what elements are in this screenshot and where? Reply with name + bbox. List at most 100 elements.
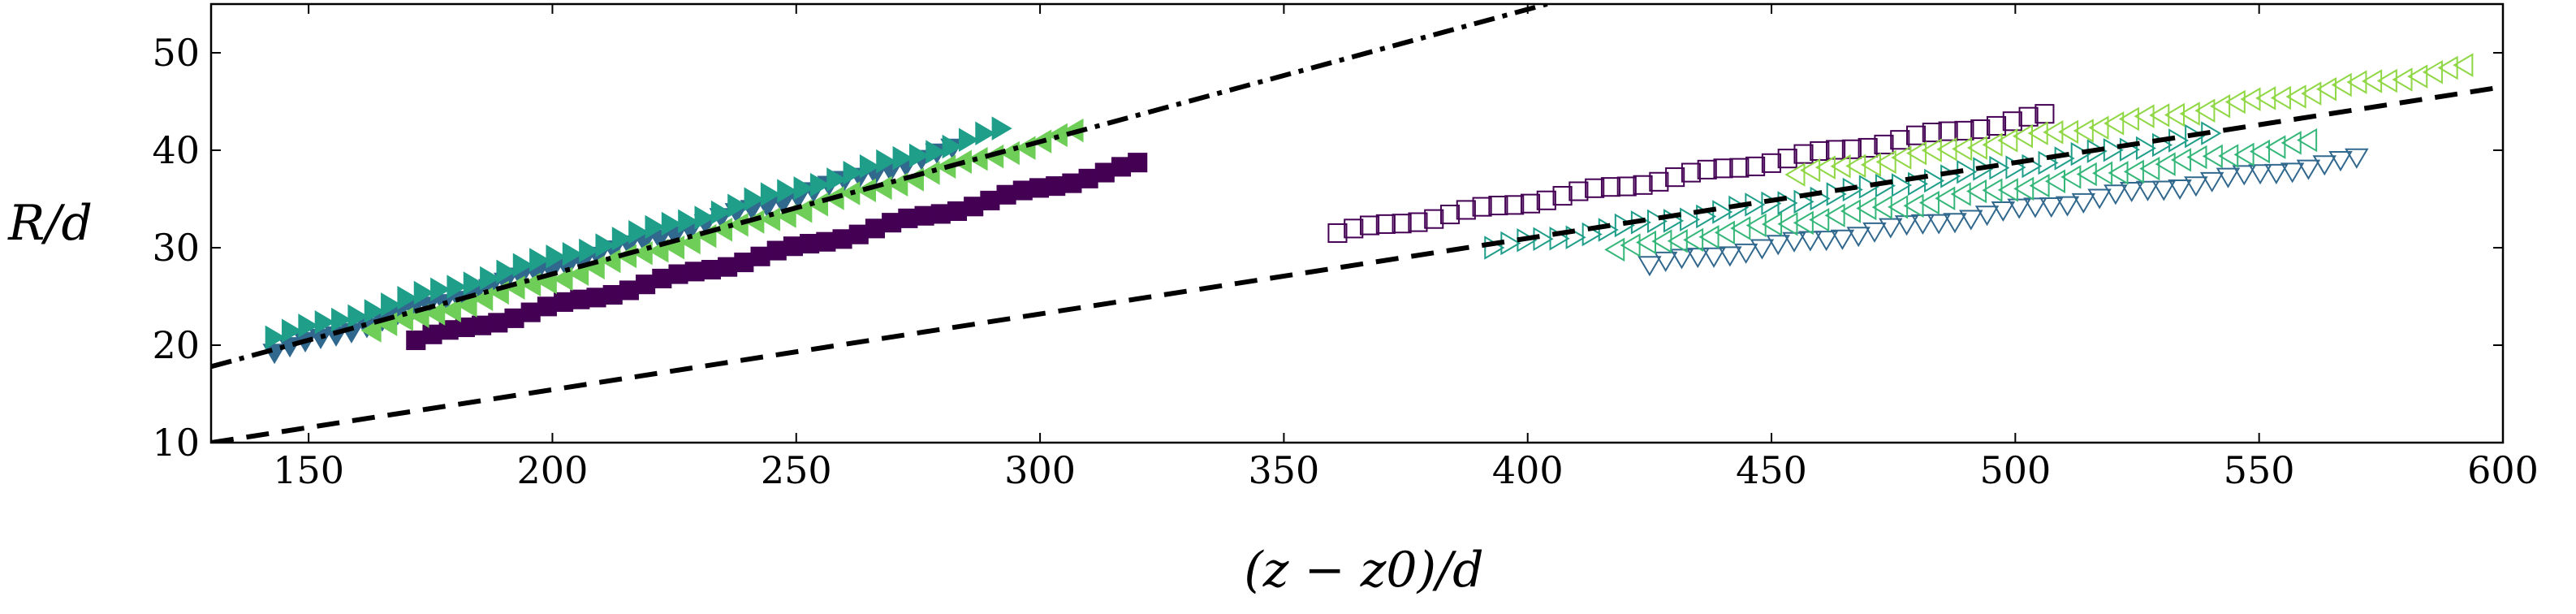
marker-filled-triangle-left-green-12 bbox=[552, 266, 573, 292]
marker-open-square-purple-7 bbox=[1439, 204, 1461, 225]
marker-open-triangle-left-green-20 bbox=[2088, 115, 2109, 141]
marker-open-square-purple-10 bbox=[1488, 195, 1508, 216]
marker-open-triangle-down-blue-15 bbox=[1879, 218, 1903, 239]
marker-open-square-purple-39 bbox=[1954, 120, 1974, 141]
marker-filled-triangle-left-green-10 bbox=[520, 272, 542, 297]
marker-open-triangle-left-green-43 bbox=[2437, 55, 2458, 80]
marker-open-square-purple-9 bbox=[1472, 197, 1492, 217]
marker-filled-square-purple-38 bbox=[1029, 178, 1050, 198]
marker-filled-square-purple-15 bbox=[652, 268, 672, 289]
marker-filled-triangle-right-teal-36 bbox=[859, 154, 880, 179]
marker-filled-triangle-right-teal-30 bbox=[760, 182, 781, 206]
marker-open-triangle-left-teal-17 bbox=[1871, 195, 1892, 219]
marker-filled-square-purple-22 bbox=[766, 240, 787, 261]
marker-filled-square-purple-36 bbox=[996, 184, 1016, 205]
marker-open-triangle-left-green-14 bbox=[1997, 128, 2018, 153]
marker-filled-triangle-right-teal-1 bbox=[282, 318, 303, 344]
marker-open-square-purple-11 bbox=[1504, 195, 1525, 215]
marker-open-triangle-down-blue-18 bbox=[1927, 214, 1951, 235]
marker-open-triangle-right-teal-27 bbox=[1924, 168, 1945, 193]
marker-filled-square-purple-23 bbox=[783, 236, 803, 257]
marker-open-triangle-right-teal-7 bbox=[1598, 218, 1619, 242]
marker-open-triangle-left-teal-1 bbox=[1620, 233, 1641, 257]
marker-filled-triangle-right-teal-2 bbox=[298, 313, 319, 338]
marker-open-triangle-right-teal-38 bbox=[2103, 138, 2124, 162]
marker-open-triangle-left-teal-36 bbox=[2170, 148, 2192, 172]
marker-open-triangle-down-blue-12 bbox=[1830, 229, 1855, 250]
marker-filled-square-purple-11 bbox=[586, 288, 606, 308]
marker-filled-triangle-right-teal-23 bbox=[645, 214, 666, 240]
marker-open-triangle-left-teal-5 bbox=[1683, 227, 1704, 253]
marker-filled-triangle-right-teal-35 bbox=[843, 161, 864, 185]
marker-open-triangle-left-green-31 bbox=[2255, 86, 2276, 110]
marker-open-square-purple-16 bbox=[1585, 178, 1605, 198]
marker-open-triangle-left-green-34 bbox=[2301, 81, 2322, 106]
marker-filled-triangle-right-teal-16 bbox=[529, 248, 550, 272]
y-tick-label-40: 40 bbox=[152, 128, 200, 172]
marker-open-triangle-left-teal-34 bbox=[2139, 156, 2160, 181]
marker-open-triangle-right-teal-12 bbox=[1680, 207, 1701, 232]
marker-filled-square-purple-0 bbox=[406, 330, 426, 351]
marker-filled-triangle-right-teal-24 bbox=[661, 211, 682, 236]
marker-filled-triangle-right-teal-8 bbox=[397, 286, 418, 310]
x-tick-label-150: 150 bbox=[273, 448, 344, 492]
marker-open-square-purple-42 bbox=[2002, 111, 2022, 132]
markers-layer bbox=[262, 53, 2474, 365]
marker-filled-triangle-right-teal-17 bbox=[546, 244, 567, 269]
marker-open-triangle-left-teal-28 bbox=[2044, 169, 2065, 193]
marker-open-square-purple-41 bbox=[1986, 115, 2007, 136]
marker-open-square-purple-0 bbox=[1327, 223, 1348, 244]
marker-open-square-purple-27 bbox=[1761, 153, 1781, 173]
marker-open-square-purple-32 bbox=[1841, 139, 1862, 159]
marker-open-triangle-left-green-35 bbox=[2315, 76, 2337, 102]
marker-filled-triangle-right-teal-21 bbox=[611, 227, 632, 251]
marker-filled-square-purple-40 bbox=[1062, 173, 1082, 193]
marker-open-triangle-left-teal-43 bbox=[2280, 131, 2302, 155]
marker-filled-triangle-right-teal-44 bbox=[991, 116, 1012, 141]
marker-filled-square-purple-5 bbox=[488, 313, 508, 333]
marker-filled-square-purple-16 bbox=[668, 264, 688, 284]
marker-open-triangle-left-green-8 bbox=[1906, 141, 1927, 166]
marker-filled-square-purple-14 bbox=[636, 275, 656, 295]
marker-filled-triangle-right-teal-40 bbox=[926, 140, 947, 164]
marker-open-square-purple-24 bbox=[1713, 158, 1733, 179]
marker-open-triangle-left-teal-26 bbox=[2013, 176, 2034, 201]
marker-filled-square-purple-43 bbox=[1111, 157, 1132, 177]
marker-filled-square-purple-7 bbox=[520, 302, 541, 322]
marker-filled-triangle-right-teal-13 bbox=[480, 266, 501, 291]
marker-open-triangle-right-teal-5 bbox=[1565, 225, 1586, 249]
marker-open-triangle-down-blue-42 bbox=[2312, 155, 2337, 176]
fit-lines-layer bbox=[211, 4, 2503, 443]
marker-filled-triangle-right-teal-29 bbox=[744, 187, 765, 212]
marker-open-triangle-left-green-28 bbox=[2210, 94, 2231, 119]
marker-filled-triangle-right-teal-6 bbox=[364, 299, 385, 323]
marker-open-triangle-down-blue-30 bbox=[2119, 181, 2144, 203]
marker-open-square-purple-43 bbox=[2018, 106, 2039, 127]
series-filled-triangle-left-green bbox=[360, 118, 1084, 343]
marker-open-square-purple-30 bbox=[1810, 141, 1830, 161]
marker-open-triangle-down-blue-32 bbox=[2151, 180, 2177, 201]
y-tick-label-10: 10 bbox=[152, 421, 200, 465]
marker-open-triangle-left-teal-42 bbox=[2265, 135, 2286, 159]
marker-open-square-purple-31 bbox=[1826, 140, 1846, 160]
marker-open-triangle-left-green-41 bbox=[2407, 64, 2428, 89]
marker-filled-triangle-right-teal-12 bbox=[463, 271, 484, 296]
marker-open-triangle-down-blue-34 bbox=[2184, 176, 2208, 197]
marker-filled-square-purple-8 bbox=[537, 296, 557, 317]
marker-open-square-purple-2 bbox=[1360, 215, 1380, 236]
marker-open-triangle-down-blue-13 bbox=[1846, 227, 1871, 248]
marker-filled-triangle-left-green-15 bbox=[600, 249, 621, 274]
x-tick-label-300: 300 bbox=[1004, 448, 1076, 492]
marker-open-triangle-left-teal-10 bbox=[1762, 212, 1783, 236]
marker-open-square-purple-25 bbox=[1729, 158, 1750, 178]
marker-open-triangle-left-teal-31 bbox=[2092, 161, 2113, 186]
marker-open-triangle-down-blue-43 bbox=[2328, 151, 2353, 172]
marker-filled-square-purple-26 bbox=[832, 229, 852, 249]
line-dash-dot-fit bbox=[211, 4, 1548, 370]
marker-open-square-purple-38 bbox=[1938, 121, 1958, 141]
marker-open-square-purple-12 bbox=[1520, 193, 1541, 214]
marker-open-triangle-left-teal-38 bbox=[2202, 144, 2223, 169]
marker-open-triangle-left-teal-22 bbox=[1950, 182, 1971, 206]
marker-filled-triangle-left-green-5 bbox=[440, 298, 461, 322]
x-axis-label: (z − z0)/d bbox=[1244, 542, 1483, 599]
